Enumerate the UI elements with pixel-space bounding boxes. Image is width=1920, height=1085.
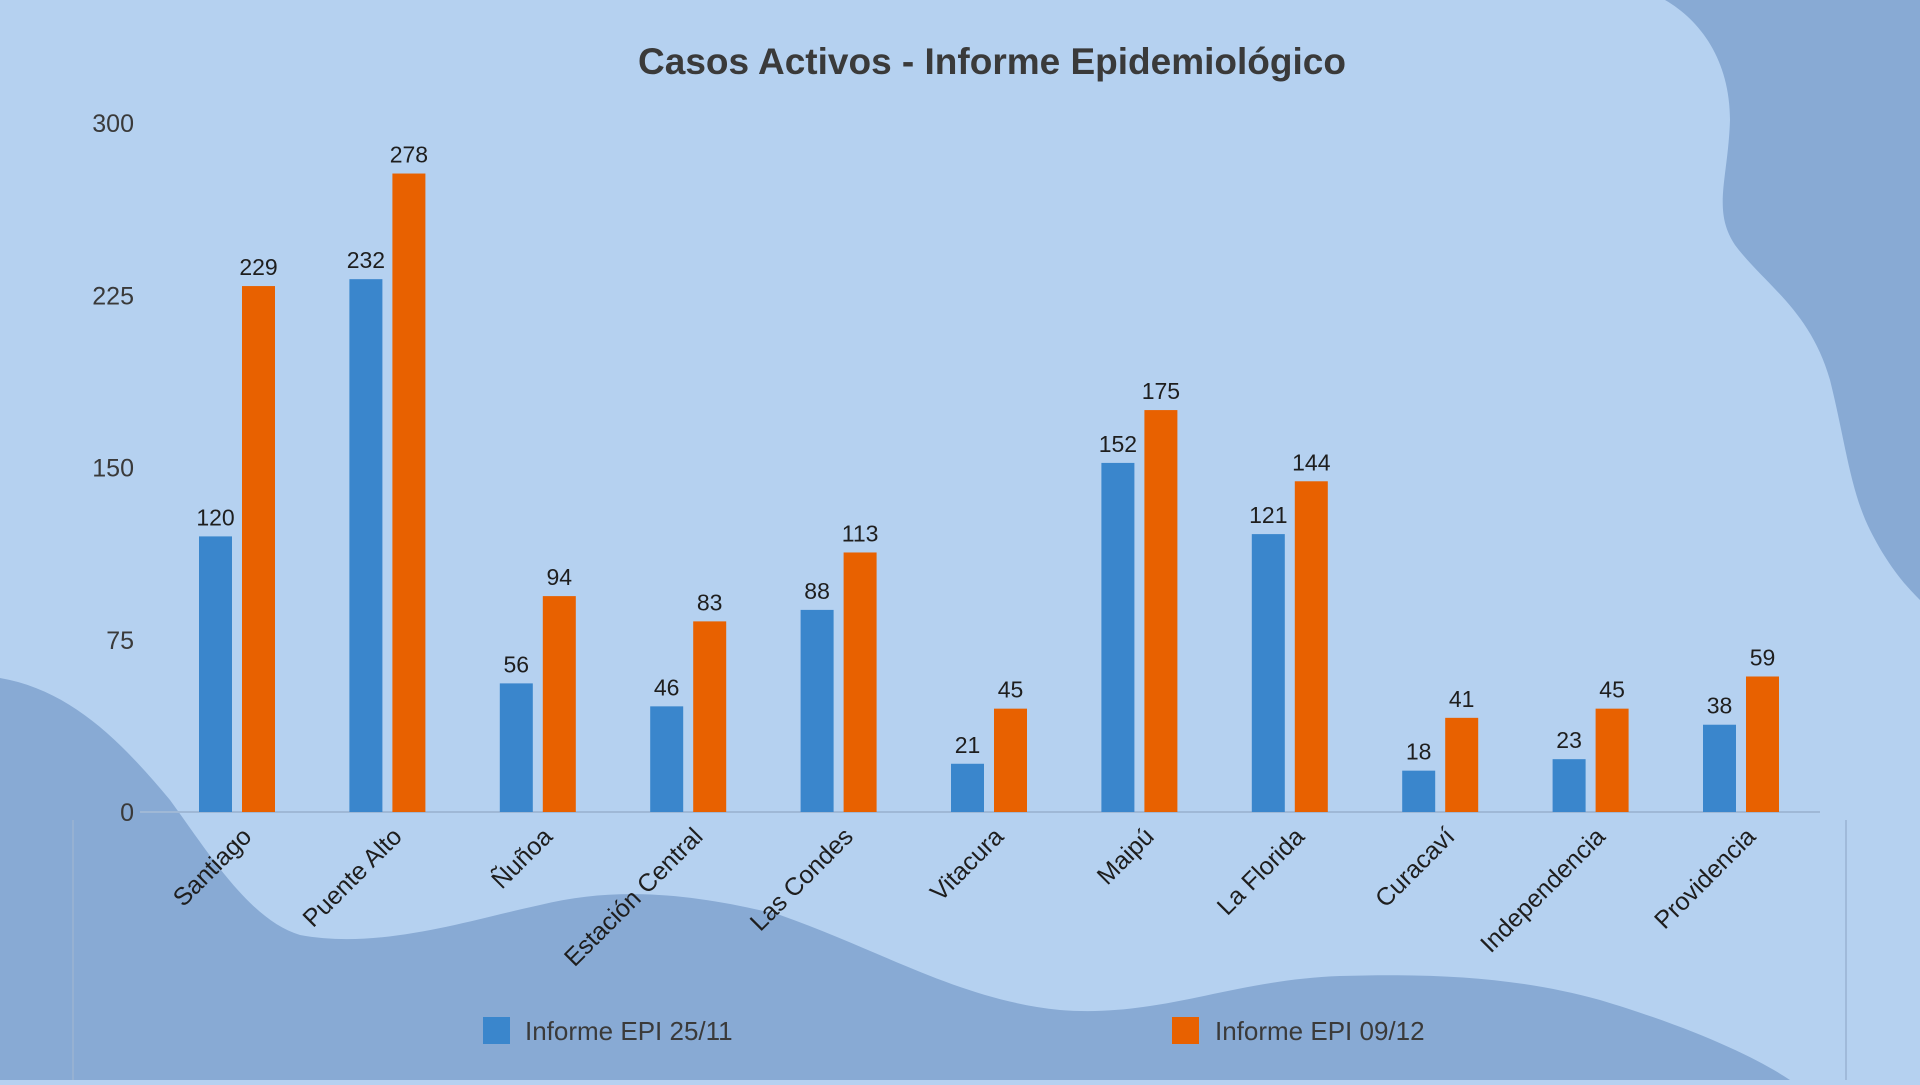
data-label: 41 <box>1449 686 1475 712</box>
bar-series-1 <box>199 536 232 812</box>
legend: Informe EPI 25/11 Informe EPI 09/12 <box>483 1016 1425 1046</box>
bar-series-1 <box>499 683 533 812</box>
bars <box>199 173 1779 812</box>
y-tick-label: 300 <box>92 110 134 138</box>
bar-series-2 <box>242 286 275 812</box>
bar-series-1 <box>951 763 984 812</box>
bar-series-2 <box>693 621 727 812</box>
data-label: 23 <box>1556 727 1582 753</box>
data-label: 121 <box>1249 502 1287 528</box>
bar-series-1 <box>1552 759 1586 812</box>
data-label: 94 <box>547 564 573 590</box>
x-tick-label: Vitacura <box>925 822 1009 906</box>
bar-series-2 <box>392 173 426 812</box>
y-axis-ticks: 0 75 150 225 300 <box>92 110 134 827</box>
x-tick-label: Las Condes <box>745 822 859 936</box>
data-label: 144 <box>1292 449 1331 475</box>
data-labels: 120 229 232 278 56 94 46 83 88 113 21 45 152 175 121 14… <box>196 142 1775 765</box>
x-tick-label: Puente Alto <box>297 822 407 932</box>
data-label: 59 <box>1750 644 1776 670</box>
y-tick-label: 225 <box>92 282 134 310</box>
y-tick-label: 0 <box>120 799 134 827</box>
legend-label-series-1: Informe EPI 25/11 <box>525 1016 733 1046</box>
x-tick-label: Independencia <box>1475 822 1611 958</box>
x-tick-label: Providencia <box>1649 822 1761 934</box>
bar-series-2 <box>1144 410 1178 812</box>
bar-series-1 <box>800 609 834 812</box>
bar-series-1 <box>650 706 684 812</box>
bar-series-1 <box>1101 462 1135 812</box>
data-label: 83 <box>697 589 723 615</box>
data-label: 120 <box>196 504 234 530</box>
bar-series-2 <box>994 708 1027 812</box>
bar-series-1 <box>1703 724 1736 812</box>
chart-title: Casos Activos - Informe Epidemiológico <box>638 41 1346 82</box>
bar-series-2 <box>843 552 877 812</box>
y-tick-label: 75 <box>106 627 134 655</box>
data-label: 175 <box>1142 378 1180 404</box>
data-label: 45 <box>998 677 1024 703</box>
x-tick-label: Maipú <box>1092 822 1160 890</box>
background-wave-bottom <box>0 678 1790 1080</box>
legend-swatch-series-2 <box>1172 1017 1199 1044</box>
x-tick-label: Ñuñoa <box>485 822 558 895</box>
legend-label-series-2: Informe EPI 09/12 <box>1215 1016 1425 1046</box>
data-label: 38 <box>1707 693 1733 719</box>
bar-series-2 <box>542 596 576 812</box>
data-label: 45 <box>1599 677 1625 703</box>
bar-series-2 <box>1595 708 1629 812</box>
data-label: 229 <box>239 254 277 280</box>
background-wave-right <box>1665 0 1920 600</box>
bar-series-2 <box>1294 481 1328 812</box>
data-label: 278 <box>390 142 428 168</box>
data-label: 56 <box>504 651 530 677</box>
data-label: 152 <box>1099 431 1137 457</box>
data-label: 113 <box>842 520 879 546</box>
data-label: 232 <box>347 247 385 273</box>
bar-series-2 <box>1746 676 1779 812</box>
bar-series-2 <box>1445 717 1479 812</box>
x-tick-label: Curacaví <box>1370 822 1461 913</box>
bar-series-1 <box>349 279 383 812</box>
data-label: 46 <box>654 674 680 700</box>
y-tick-label: 150 <box>92 455 134 483</box>
legend-swatch-series-1 <box>483 1017 510 1044</box>
x-tick-label: La Florida <box>1212 822 1310 920</box>
data-label: 21 <box>955 732 981 758</box>
data-label: 88 <box>804 578 830 604</box>
bar-series-1 <box>1402 770 1436 812</box>
data-label: 18 <box>1406 739 1432 765</box>
bar-series-1 <box>1251 534 1285 812</box>
